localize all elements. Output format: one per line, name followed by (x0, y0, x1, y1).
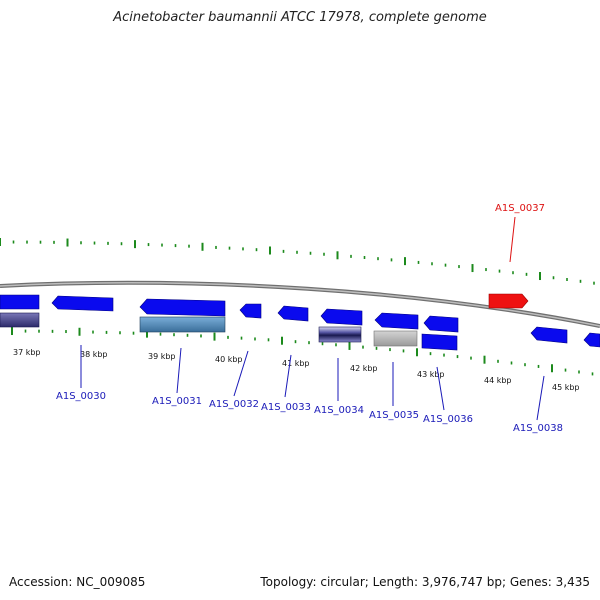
ruler-label-37kbp: 37 kbp (13, 348, 41, 357)
leader-A1S_0036 (436, 366, 445, 411)
gene-A1S_0033-arrow[interactable] (277, 305, 309, 322)
gene-label-leaders (80, 345, 545, 421)
outer-ruler-ticks (0, 238, 595, 285)
accession-text: Accession: NC_009085 (9, 575, 146, 589)
gene-A1S_0030-arrow[interactable] (51, 295, 114, 312)
leader-A1S_0038 (536, 375, 545, 421)
feature-gray-A1S_0035[interactable] (373, 330, 418, 347)
inner-ruler-ticks (11, 327, 594, 376)
gene-A1S_0036-arrow[interactable] (423, 315, 459, 333)
gene-A1S_0031-arrow[interactable] (139, 298, 226, 317)
ruler-label-45kbp: 45 kbp (552, 383, 580, 392)
genome-backbone-highlight (0, 282, 600, 327)
gene-label-A1S_0033[interactable]: A1S_0033 (261, 402, 311, 413)
leader-A1S_0037 (509, 216, 516, 263)
gene-label-A1S_0031[interactable]: A1S_0031 (152, 396, 202, 407)
map-title: Acinetobacter baumannii ATCC 17978, comp… (113, 10, 487, 25)
gene-A1S_0037-arrow[interactable] (488, 293, 529, 309)
gene-A1S_0035-arrow[interactable] (374, 312, 419, 330)
gene-label-A1S_0037[interactable]: A1S_0037 (495, 203, 545, 214)
leader-A1S_0033 (284, 354, 292, 398)
ruler-label-40kbp: 40 kbp (215, 355, 243, 364)
gene-label-A1S_0035[interactable]: A1S_0035 (369, 410, 419, 421)
feature-striped-A1S_0034[interactable] (318, 326, 362, 343)
gene-label-A1S_0036[interactable]: A1S_0036 (423, 414, 473, 425)
ruler-label-41kbp: 41 kbp (282, 359, 310, 368)
gene-A1S_0038-arrow[interactable] (530, 326, 568, 344)
gene-label-A1S_0034[interactable]: A1S_0034 (314, 405, 364, 416)
gene-A1S_0034-arrow[interactable] (320, 308, 363, 326)
ruler-label-38kbp: 38 kbp (80, 350, 108, 359)
feature-navy-left[interactable] (0, 312, 40, 328)
ruler-label-42kbp: 42 kbp (350, 364, 378, 373)
ruler-label-44kbp: 44 kbp (484, 376, 512, 385)
gene-label-A1S_0038[interactable]: A1S_0038 (513, 423, 563, 434)
feature-blue-A1S_0036[interactable] (421, 333, 458, 351)
topology-text: Topology: circular; Length: 3,976,747 bp… (260, 575, 590, 589)
leader-A1S_0031 (176, 347, 182, 394)
ruler-label-43kbp: 43 kbp (417, 370, 445, 379)
ruler-label-39kbp: 39 kbp (148, 352, 176, 361)
gene-arrow-left-edge[interactable] (0, 294, 40, 310)
gene-label-A1S_0030[interactable]: A1S_0030 (56, 391, 106, 402)
gene-arrow-right-edge[interactable] (583, 332, 600, 348)
gene-label-A1S_0032[interactable]: A1S_0032 (209, 399, 259, 410)
leader-A1S_0032 (233, 350, 249, 397)
gene-A1S_0032-arrow[interactable] (239, 303, 262, 319)
feature-steel-A1S_0031[interactable] (139, 316, 226, 333)
